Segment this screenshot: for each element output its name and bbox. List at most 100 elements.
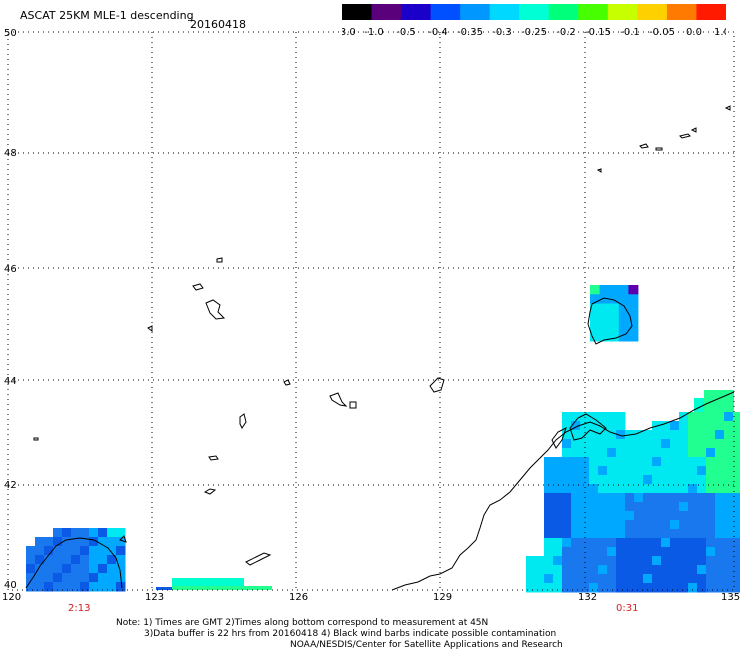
swath-cell bbox=[116, 555, 126, 565]
swath-cell bbox=[724, 466, 734, 476]
swath-cell bbox=[544, 538, 554, 548]
swath-cell bbox=[715, 547, 725, 557]
swath-cell bbox=[580, 475, 590, 485]
island-l bbox=[147, 325, 153, 332]
swath-cell bbox=[98, 537, 108, 547]
swath-cell bbox=[706, 412, 716, 422]
swath-cell bbox=[688, 583, 698, 593]
swath-cell bbox=[107, 582, 117, 592]
swath-cell bbox=[634, 565, 644, 575]
swath-cell bbox=[697, 529, 707, 539]
swath-cell bbox=[688, 493, 698, 503]
swath-cell bbox=[80, 537, 90, 547]
swath-cell bbox=[616, 583, 626, 593]
swath-cell bbox=[724, 484, 734, 494]
swath-cell bbox=[706, 466, 716, 476]
swath-cell bbox=[571, 574, 581, 584]
swath-cell bbox=[607, 430, 617, 440]
swath-cell bbox=[553, 484, 563, 494]
swath-cell bbox=[589, 511, 599, 521]
swath-cell bbox=[679, 538, 689, 548]
swath-cell bbox=[571, 529, 581, 539]
swath-cell bbox=[688, 412, 698, 422]
swath-cell bbox=[679, 457, 689, 467]
swath-cell bbox=[609, 322, 620, 333]
swath-cell bbox=[80, 555, 90, 565]
swath-cell bbox=[628, 285, 639, 295]
swath-cell bbox=[733, 583, 740, 593]
swath-cell bbox=[571, 520, 581, 530]
swath-cell bbox=[89, 573, 99, 583]
swath-cell bbox=[628, 303, 639, 314]
swath-cell bbox=[89, 555, 99, 565]
swath-cell bbox=[733, 475, 740, 485]
swath-cell bbox=[634, 574, 644, 584]
swath-cell bbox=[715, 421, 725, 431]
swath-cell bbox=[706, 529, 716, 539]
swath-cell bbox=[628, 331, 639, 342]
swath-cell bbox=[589, 457, 599, 467]
swath-cell bbox=[625, 574, 635, 584]
swath-cell bbox=[688, 439, 698, 449]
swath-cell bbox=[661, 493, 671, 503]
swath-cell bbox=[670, 565, 680, 575]
swath-cell bbox=[598, 457, 608, 467]
swath-cell bbox=[679, 565, 689, 575]
swath-cell bbox=[544, 466, 554, 476]
swath-cell bbox=[35, 573, 45, 583]
swath-cell bbox=[580, 484, 590, 494]
swath-cell bbox=[62, 573, 72, 583]
swath-cell bbox=[634, 493, 644, 503]
swath-cell bbox=[571, 412, 581, 422]
swath-cell bbox=[571, 511, 581, 521]
swath-cell bbox=[526, 556, 536, 566]
swath-cell bbox=[562, 493, 572, 503]
swath-cell bbox=[71, 582, 81, 592]
swath-cell bbox=[616, 484, 626, 494]
note-line-1: Note: 1) Times are GMT 2)Times along bot… bbox=[116, 618, 489, 628]
swath-cell bbox=[53, 546, 63, 556]
swath-cell bbox=[98, 528, 108, 538]
swath-cell bbox=[715, 520, 725, 530]
swath-cell bbox=[607, 556, 617, 566]
swath-cell bbox=[607, 502, 617, 512]
swath-cell bbox=[724, 439, 734, 449]
swath-cell bbox=[116, 537, 126, 547]
swath-cell bbox=[634, 502, 644, 512]
swath-cell bbox=[44, 564, 54, 574]
swath-cell bbox=[688, 529, 698, 539]
swath-cell bbox=[679, 412, 689, 422]
swath-cell bbox=[116, 528, 126, 538]
swath-cell bbox=[107, 528, 117, 538]
swath-cell bbox=[607, 511, 617, 521]
island-sw bbox=[119, 535, 127, 543]
coast-bay bbox=[569, 413, 607, 441]
swath-cell bbox=[53, 573, 63, 583]
swath-cell bbox=[580, 412, 590, 422]
swath-cell bbox=[661, 466, 671, 476]
swath-cell bbox=[670, 439, 680, 449]
island-i bbox=[349, 401, 357, 409]
swath-cell bbox=[580, 421, 590, 431]
swath-cell bbox=[562, 430, 572, 440]
colorbar-swatch bbox=[578, 4, 609, 20]
swath-cell bbox=[562, 475, 572, 485]
swath-cell bbox=[44, 573, 54, 583]
island-ne5 bbox=[724, 105, 731, 111]
colorbar-swatch bbox=[607, 4, 638, 20]
swath-cell bbox=[580, 466, 590, 476]
swath-cell bbox=[625, 439, 635, 449]
swath-cell bbox=[580, 574, 590, 584]
swath-cell bbox=[98, 564, 108, 574]
swath-cell bbox=[562, 556, 572, 566]
island-e bbox=[208, 455, 219, 461]
swath-cell bbox=[643, 448, 653, 458]
swath-cell bbox=[616, 448, 626, 458]
swath-cell bbox=[616, 421, 626, 431]
swath-cell bbox=[580, 520, 590, 530]
swath-cell bbox=[697, 412, 707, 422]
swath-cell bbox=[589, 520, 599, 530]
swath-cell bbox=[562, 583, 572, 593]
swath-cell bbox=[625, 547, 635, 557]
island-a bbox=[205, 299, 226, 320]
